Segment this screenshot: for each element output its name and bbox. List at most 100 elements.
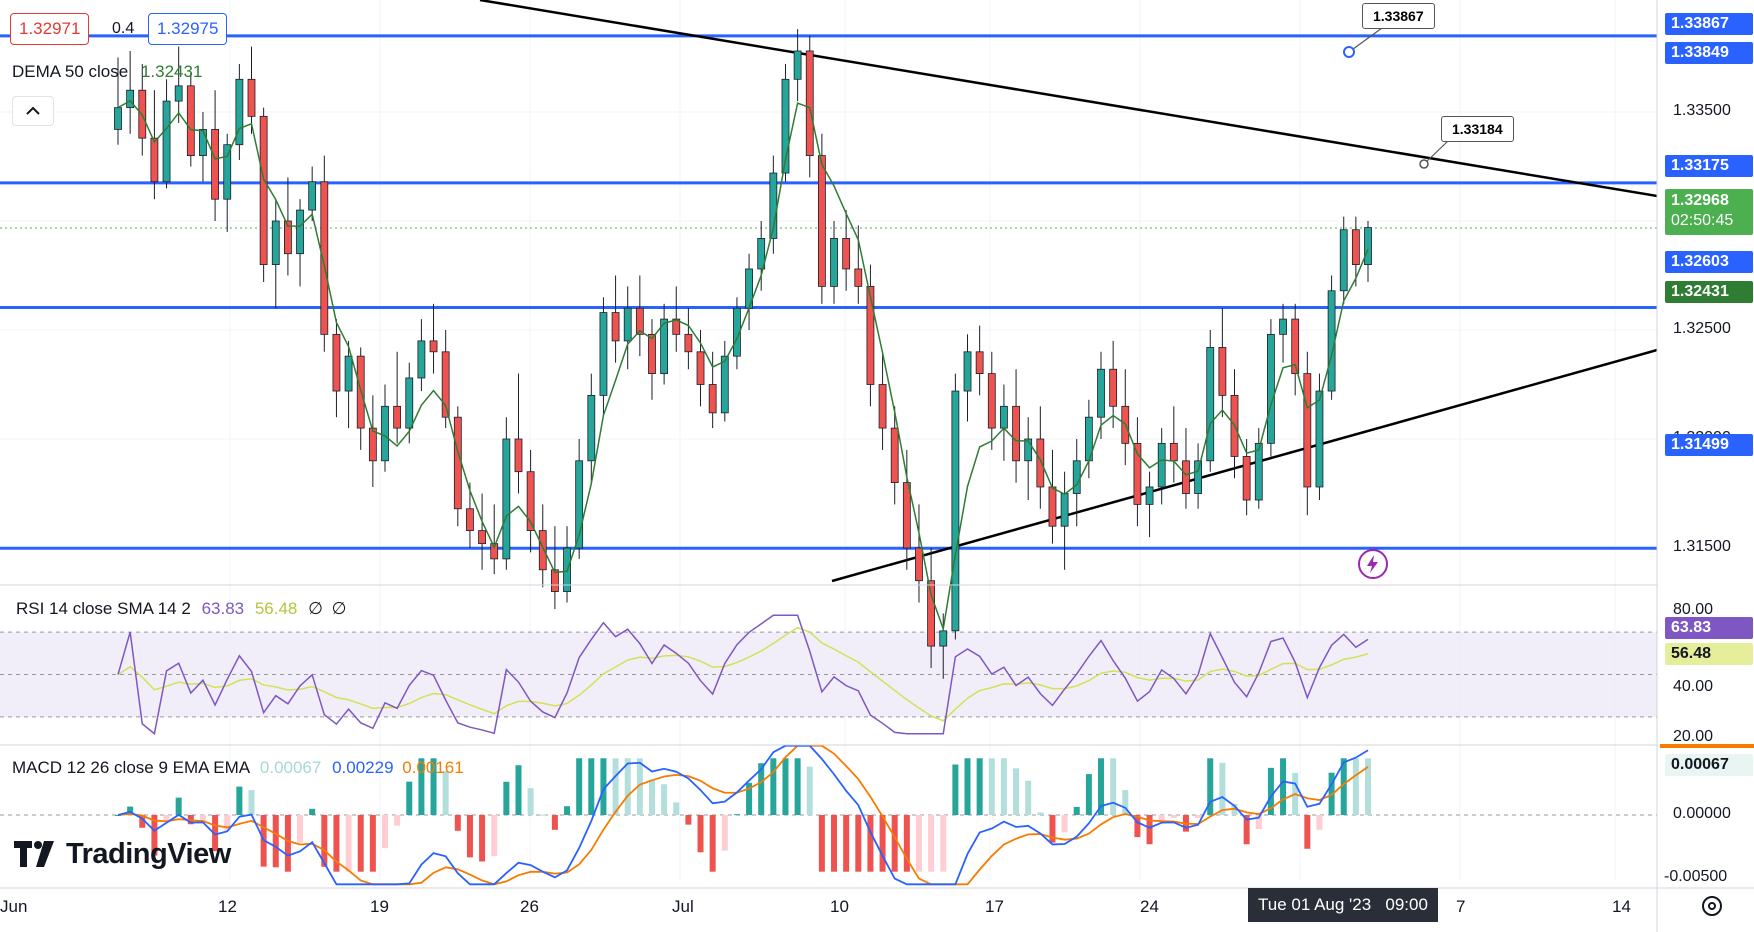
macd-bar-9 xyxy=(224,815,231,831)
candle-27 xyxy=(441,330,450,429)
candle-body xyxy=(733,307,741,357)
candle-4 xyxy=(162,79,171,189)
rsi-value: 63.83 xyxy=(201,599,245,618)
dema-legend[interactable]: DEMA 50 close 1.32431 xyxy=(12,62,202,82)
candle-12 xyxy=(259,107,268,283)
candle-19 xyxy=(344,340,353,429)
candle-85 xyxy=(1145,471,1154,538)
macd-bar-27 xyxy=(442,770,449,815)
macd-bar-75 xyxy=(1025,780,1032,815)
macd-bar-57 xyxy=(806,766,813,815)
candle-body xyxy=(332,333,341,392)
time-tick-7: 24 xyxy=(1140,897,1159,916)
bid-price[interactable]: 1.32971 xyxy=(10,13,90,45)
candle-99 xyxy=(1315,373,1324,501)
candle-101 xyxy=(1339,216,1348,304)
lightning-icon[interactable] xyxy=(1358,549,1388,579)
macd-bar-70 xyxy=(964,758,971,815)
macd-legend[interactable]: MACD 12 26 close 9 EMA EMA 0.00067 0.002… xyxy=(12,758,464,778)
macd-bar-46 xyxy=(673,802,680,815)
candle-body xyxy=(927,580,936,647)
candle-body xyxy=(417,340,426,379)
macd-bar-7 xyxy=(199,815,206,821)
macd-bar-68 xyxy=(940,815,947,872)
candle-body xyxy=(817,155,826,287)
macd-bar-45 xyxy=(661,784,668,815)
candle-body xyxy=(429,340,438,353)
ask-price[interactable]: 1.32975 xyxy=(148,13,228,45)
tradingview-logo[interactable]: TradingView xyxy=(14,836,231,872)
candle-43 xyxy=(635,275,644,357)
candle-13 xyxy=(271,199,280,309)
candle-body xyxy=(271,220,280,265)
candle-body xyxy=(199,129,207,157)
candle-body xyxy=(1218,347,1227,396)
candle-body xyxy=(781,78,790,174)
candle-body xyxy=(623,307,632,342)
candle-body xyxy=(987,373,996,429)
candle-body xyxy=(1000,405,1008,429)
candle-10 xyxy=(235,64,244,160)
callout-mid[interactable]: 1.33184 xyxy=(1441,116,1514,142)
candle-body xyxy=(890,427,899,484)
candle-98 xyxy=(1303,351,1312,516)
callout-top-leader xyxy=(1348,27,1383,53)
candle-53 xyxy=(757,221,766,291)
candle-21 xyxy=(368,395,377,487)
macd-bar-17 xyxy=(321,815,328,867)
candle-body xyxy=(1060,493,1069,527)
macd-value: 0.00229 xyxy=(332,758,394,777)
macd-bar-72 xyxy=(988,758,995,815)
rsi-path xyxy=(117,614,1369,736)
macd-bar-66 xyxy=(915,815,922,872)
candle-body xyxy=(1291,318,1300,375)
callout-top[interactable]: 1.33867 xyxy=(1362,3,1435,29)
macd-bar-89 xyxy=(1195,815,1202,818)
macd-bar-58 xyxy=(818,815,825,872)
candle-body xyxy=(915,547,923,582)
candle-body xyxy=(1254,442,1263,501)
collapse-legend-button[interactable] xyxy=(12,96,54,126)
candle-30 xyxy=(478,493,486,570)
macd-bar-30 xyxy=(479,815,486,862)
macd-bar-2 xyxy=(139,815,146,828)
candle-103 xyxy=(1364,221,1372,283)
price-label-value: 1.32968 xyxy=(1671,192,1729,209)
candle-body xyxy=(939,630,948,647)
candle-16 xyxy=(308,166,317,221)
candle-body xyxy=(1315,390,1324,488)
macd-bar-77 xyxy=(1049,815,1056,843)
rsi-sma-value: 56.48 xyxy=(254,599,298,618)
candle-body xyxy=(368,427,377,462)
macd-signal-path xyxy=(117,744,1369,886)
candle-body xyxy=(854,268,863,287)
macd-tick-0: 0.00000 xyxy=(1673,805,1731,822)
candle-body xyxy=(235,78,244,146)
macd-bar-99 xyxy=(1316,815,1323,830)
candle-body xyxy=(696,351,705,385)
candle-51 xyxy=(733,297,741,370)
candle-body xyxy=(284,220,292,255)
candle-body xyxy=(830,238,838,287)
macd-bar-10 xyxy=(236,786,243,815)
callout-mid-anchor xyxy=(1419,159,1429,169)
candle-57 xyxy=(805,35,814,178)
candle-11 xyxy=(247,46,256,134)
candle-76 xyxy=(1036,406,1045,509)
dema-label: DEMA 50 close xyxy=(12,62,129,81)
candle-49 xyxy=(708,351,717,429)
macd-bar-78 xyxy=(1061,815,1068,833)
macd-bar-15 xyxy=(297,815,304,843)
candle-body xyxy=(963,351,972,392)
settings-icon[interactable] xyxy=(1700,894,1724,918)
rsi-legend[interactable]: RSI 14 close SMA 14 2 63.83 56.48 ∅ ∅ xyxy=(12,599,351,619)
candle-body xyxy=(526,471,535,531)
candle-body xyxy=(453,416,462,510)
candle-body xyxy=(538,530,547,571)
candle-body xyxy=(550,569,559,592)
candle-body xyxy=(951,390,960,632)
price-label-2: 1.33175 xyxy=(1665,155,1753,177)
candle-body xyxy=(1145,486,1154,505)
